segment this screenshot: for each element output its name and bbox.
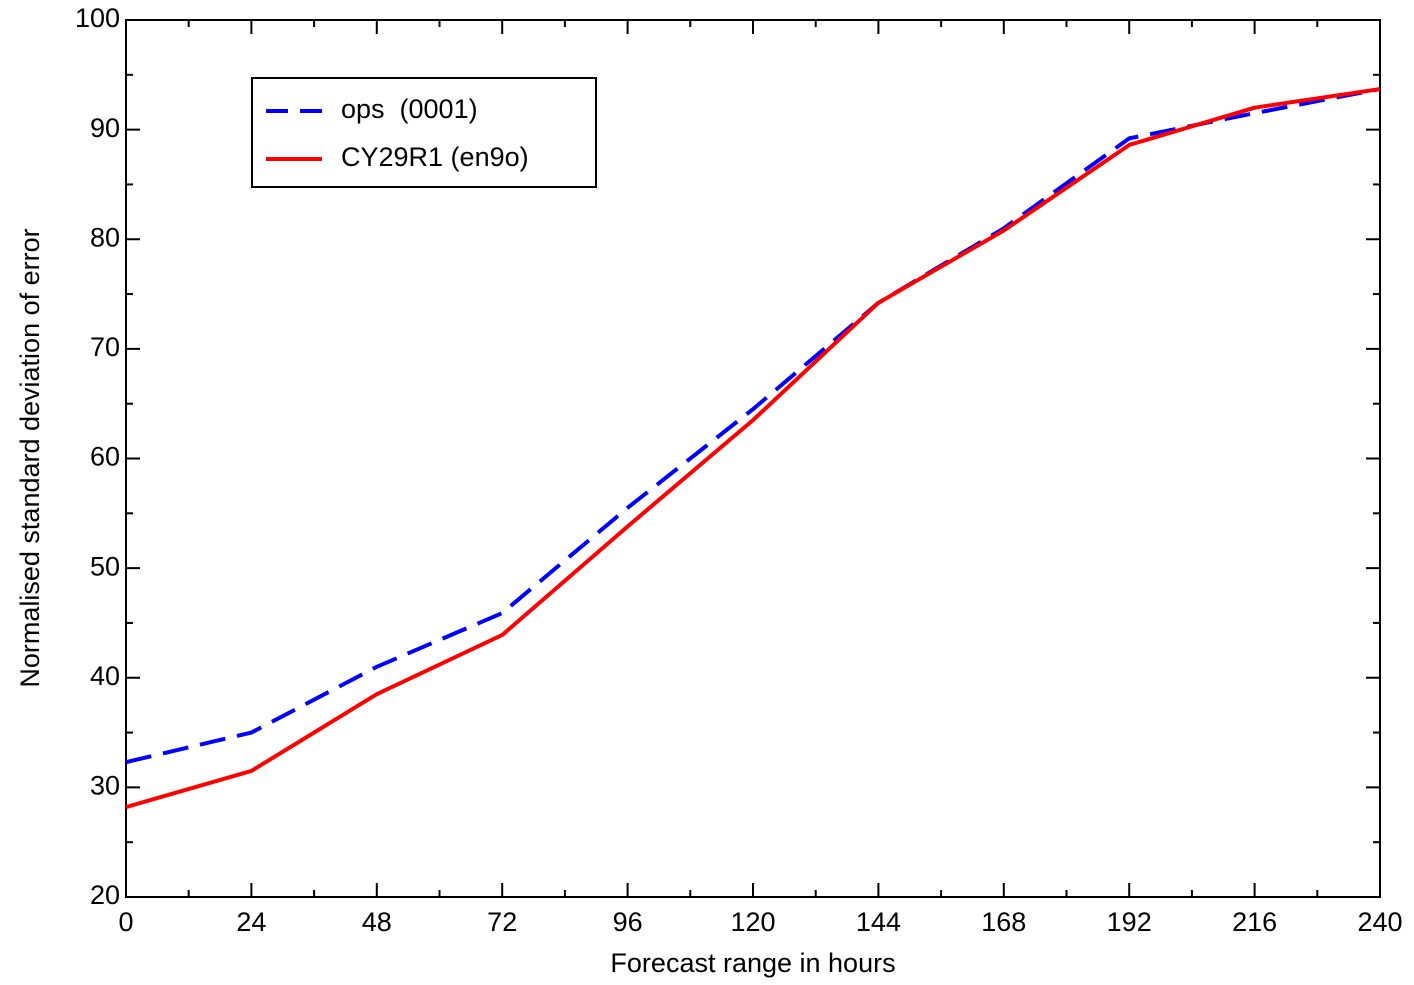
y-tick-label: 50	[90, 551, 120, 581]
x-tick-label: 120	[730, 907, 775, 937]
y-tick-label: 80	[90, 222, 120, 252]
series-line	[125, 87, 1381, 765]
x-tick-label: 240	[1357, 907, 1402, 937]
y-tick-label: 60	[90, 442, 120, 472]
x-tick-label: 192	[1107, 907, 1152, 937]
x-tick-label: 168	[981, 907, 1026, 937]
x-axis-label: Forecast range in hours	[610, 948, 895, 978]
y-tick-label: 40	[90, 661, 120, 691]
legend-label: ops (0001)	[341, 94, 478, 124]
y-tick-label: 20	[90, 880, 120, 910]
x-tick-label: 0	[118, 907, 133, 937]
x-tick-label: 48	[362, 907, 392, 937]
x-tick-label: 216	[1232, 907, 1277, 937]
x-tick-label: 144	[856, 907, 901, 937]
y-tick-label: 90	[90, 113, 120, 143]
y-tick-label: 70	[90, 332, 120, 362]
legend-box	[251, 77, 597, 188]
y-axis-label: Normalised standard deviation of error	[15, 228, 45, 687]
y-tick-label: 100	[75, 3, 120, 33]
y-tick-label: 30	[90, 771, 120, 801]
x-tick-label: 72	[487, 907, 517, 937]
series-line	[125, 87, 1381, 810]
x-tick-label: 96	[613, 907, 643, 937]
x-tick-label: 24	[236, 907, 266, 937]
legend-label: CY29R1 (en9o)	[341, 142, 529, 172]
